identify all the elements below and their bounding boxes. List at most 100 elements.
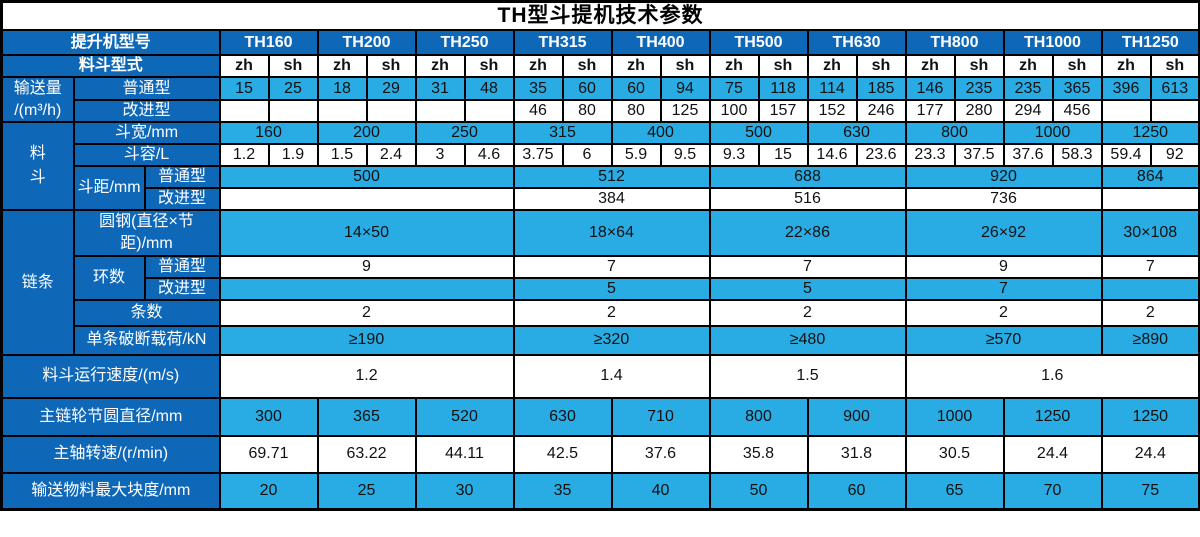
type-cell: zh <box>316 54 368 79</box>
max-lump-label: 输送物料最大块度/mm <box>0 471 221 511</box>
data-cell: 37.6 <box>610 434 711 474</box>
data-cell: 80 <box>610 98 662 124</box>
data-cell: 800 <box>708 396 809 437</box>
data-cell: 42.5 <box>512 434 613 474</box>
data-cell: 125 <box>659 98 711 124</box>
type-cell: zh <box>610 54 662 79</box>
data-cell: 710 <box>610 396 711 437</box>
data-cell: 30×108 <box>1100 209 1200 257</box>
data-cell: 58.3 <box>1051 143 1103 168</box>
conveying-improved-row: 改进型 46 80 80 125 100 157 152 246 177 280… <box>2 98 1200 124</box>
data-cell: 280 <box>953 98 1005 124</box>
data-cell: 235 <box>1002 76 1054 101</box>
bucket-width-label: 斗宽/mm <box>72 121 221 146</box>
model-header-cell: TH1000 <box>1002 29 1103 57</box>
data-cell: 246 <box>855 98 907 124</box>
data-cell: 23.3 <box>904 143 956 168</box>
bucket-pitch-label: 斗距/mm <box>72 165 146 212</box>
data-cell: 65 <box>904 471 1005 511</box>
bucket-type-row: 料斗型式 zh sh zh sh zh sh zh sh zh sh zh sh… <box>0 54 1200 79</box>
data-cell: 14.6 <box>806 143 858 168</box>
type-cell: sh <box>463 54 515 79</box>
data-cell: 18 <box>316 76 368 101</box>
data-cell: 22×86 <box>708 209 907 257</box>
data-cell: 29 <box>365 76 417 101</box>
data-cell: 800 <box>904 121 1005 146</box>
data-cell: 60 <box>561 76 613 101</box>
max-lump-row: 输送物料最大块度/mm 20 25 30 35 40 50 60 65 70 7… <box>0 471 1200 511</box>
data-cell: 7 <box>512 254 711 279</box>
data-cell: 9 <box>218 254 515 279</box>
type-cell: sh <box>659 54 711 79</box>
data-cell: 9 <box>904 254 1103 279</box>
data-cell: 1250 <box>1100 396 1200 437</box>
data-cell: 75 <box>1100 471 1200 511</box>
bucket-group-label: 料斗 <box>0 121 75 212</box>
data-cell: 315 <box>512 121 613 146</box>
sprocket-diameter-row: 主链轮节圆直径/mm 300 365 520 630 710 800 900 1… <box>0 396 1200 437</box>
data-cell: 25 <box>267 76 319 101</box>
page-title: TH型斗提机技术参数 <box>0 0 1200 32</box>
data-cell: 365 <box>1051 76 1103 101</box>
data-cell: 14×50 <box>218 209 515 257</box>
data-cell: 200 <box>316 121 417 146</box>
data-cell: 5 <box>512 276 711 301</box>
chain-breaking-load-row: 单条破断载荷/kN ≥190 ≥320 ≥480 ≥570 ≥890 <box>2 324 1200 356</box>
chain-strands-label: 条数 <box>72 298 221 327</box>
bucket-speed-label: 料斗运行速度/(m/s) <box>0 353 221 399</box>
chain-rings-label: 环数 <box>72 254 146 301</box>
data-cell: 400 <box>610 121 711 146</box>
data-cell: 35 <box>512 471 613 511</box>
data-cell: 1.6 <box>904 353 1200 399</box>
conveying-label-line2: /(m³/h) <box>14 101 62 119</box>
bucket-type-label: 料斗型式 <box>0 54 221 79</box>
type-cell: zh <box>414 54 466 79</box>
bucket-width-row: 料斗 斗宽/mm 160 200 250 315 400 500 630 800… <box>0 121 1200 212</box>
type-cell: zh <box>708 54 760 79</box>
data-cell: 118 <box>757 76 809 101</box>
data-cell: 30.5 <box>904 434 1005 474</box>
type-cell: sh <box>267 54 319 79</box>
data-cell: 94 <box>659 76 711 101</box>
data-cell: 688 <box>708 165 907 190</box>
data-cell: 630 <box>512 396 613 437</box>
data-cell: 630 <box>806 121 907 146</box>
chain-group-label: 链条 <box>0 209 75 356</box>
data-cell: 250 <box>414 121 515 146</box>
bucket-pitch-improved-row: 改进型 384 516 736 <box>2 187 1200 212</box>
data-cell: 1250 <box>1002 396 1103 437</box>
conveying-group-label: 输送量 /(m³/h) <box>0 76 75 124</box>
data-cell: 63.22 <box>316 434 417 474</box>
model-header-cell: TH400 <box>610 29 711 57</box>
data-cell: 300 <box>218 396 319 437</box>
data-cell: 23.6 <box>855 143 907 168</box>
type-cell: sh <box>855 54 907 79</box>
data-cell: 294 <box>1002 98 1054 124</box>
data-cell: 24.4 <box>1100 434 1200 474</box>
data-cell: 1.4 <box>512 353 711 399</box>
data-cell: 15 <box>218 76 270 101</box>
data-cell: 1.5 <box>316 143 368 168</box>
data-cell: 25 <box>316 471 417 511</box>
data-cell <box>1100 98 1152 124</box>
type-cell: sh <box>953 54 1005 79</box>
model-header-cell: TH315 <box>512 29 613 57</box>
data-cell: 2 <box>708 298 907 327</box>
data-cell: 1000 <box>904 396 1005 437</box>
data-cell <box>463 98 515 124</box>
conveying-label-line1: 输送量 <box>13 80 62 98</box>
data-cell: 1.9 <box>267 143 319 168</box>
data-cell: 900 <box>806 396 907 437</box>
data-cell <box>1149 98 1200 124</box>
data-cell <box>267 98 319 124</box>
type-cell: sh <box>561 54 613 79</box>
type-cell: zh <box>218 54 270 79</box>
data-cell: 24.4 <box>1002 434 1103 474</box>
data-cell: 18×64 <box>512 209 711 257</box>
chain-rings-improved-row: 改进型 5 5 7 <box>2 276 1200 301</box>
data-cell: 26×92 <box>904 209 1103 257</box>
type-cell: zh <box>904 54 956 79</box>
model-header-cell: TH500 <box>708 29 809 57</box>
data-cell: 2 <box>904 298 1103 327</box>
data-cell: 146 <box>904 76 956 101</box>
